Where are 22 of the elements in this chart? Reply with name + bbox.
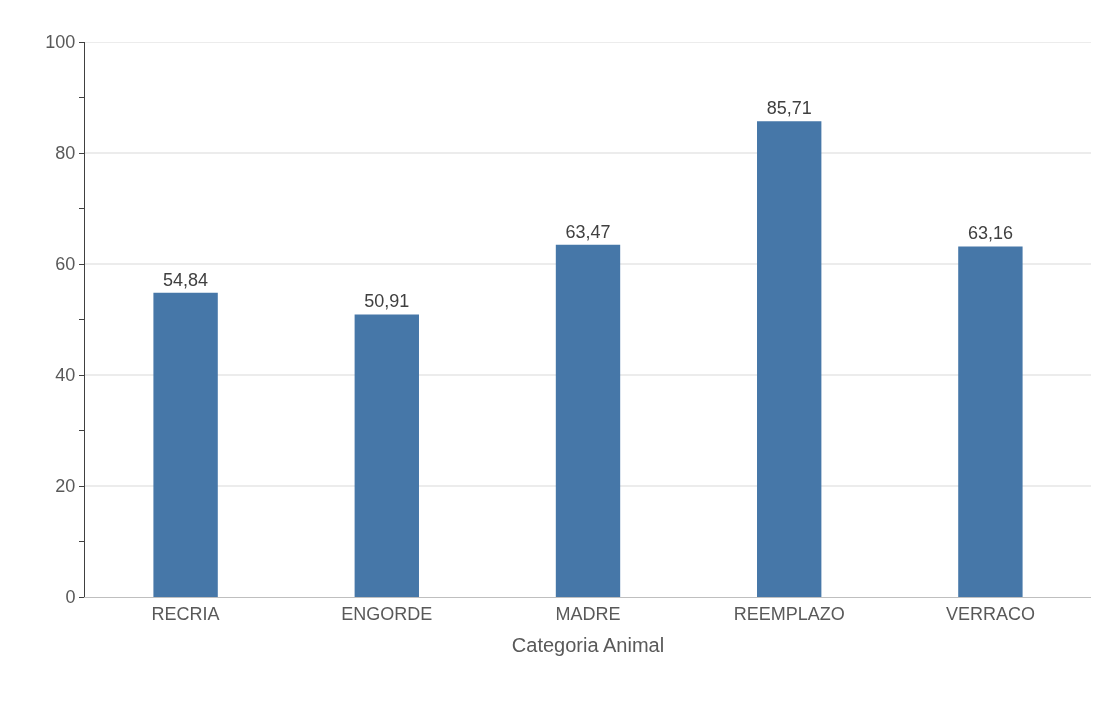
bar bbox=[555, 244, 621, 597]
y-tick-label: 100 bbox=[45, 32, 76, 53]
bar bbox=[958, 246, 1023, 597]
x-tick-label: MADRE bbox=[555, 603, 621, 624]
x-tick-label: VERRACO bbox=[945, 603, 1035, 624]
y-tick-label: 60 bbox=[55, 254, 76, 275]
y-tick-label: 0 bbox=[65, 587, 76, 608]
bar bbox=[757, 121, 822, 597]
data-label: 63,47 bbox=[565, 221, 611, 242]
data-label: 63,16 bbox=[967, 223, 1013, 244]
x-tick-label: ENGORDE bbox=[341, 603, 433, 624]
bar bbox=[153, 292, 218, 597]
x-tick-label: REEMPLAZO bbox=[733, 603, 845, 624]
x-axis-title: Categoria Animal bbox=[511, 634, 665, 657]
y-tick-label: 40 bbox=[55, 365, 76, 386]
y-tick-label: 80 bbox=[55, 143, 76, 164]
data-label: 50,91 bbox=[364, 291, 410, 312]
data-label: 85,71 bbox=[766, 98, 812, 119]
bar bbox=[354, 314, 419, 597]
x-tick-label: RECRIA bbox=[151, 603, 220, 624]
y-tick-label: 20 bbox=[55, 476, 76, 497]
data-label: 54,84 bbox=[163, 269, 209, 290]
